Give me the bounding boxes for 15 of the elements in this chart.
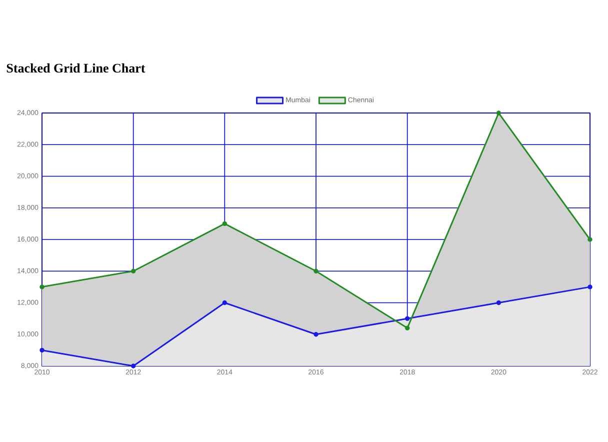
point	[588, 284, 592, 290]
point	[314, 268, 318, 274]
point	[222, 221, 228, 226]
point	[496, 300, 502, 306]
chart-title: Stacked Grid Line Chart	[6, 63, 146, 73]
point	[40, 284, 44, 290]
point	[404, 326, 410, 330]
point	[496, 110, 502, 116]
point	[404, 316, 410, 321]
point	[130, 268, 136, 274]
point	[130, 364, 136, 368]
point	[40, 348, 44, 353]
point	[222, 300, 228, 306]
point	[314, 332, 318, 337]
point	[588, 237, 592, 242]
